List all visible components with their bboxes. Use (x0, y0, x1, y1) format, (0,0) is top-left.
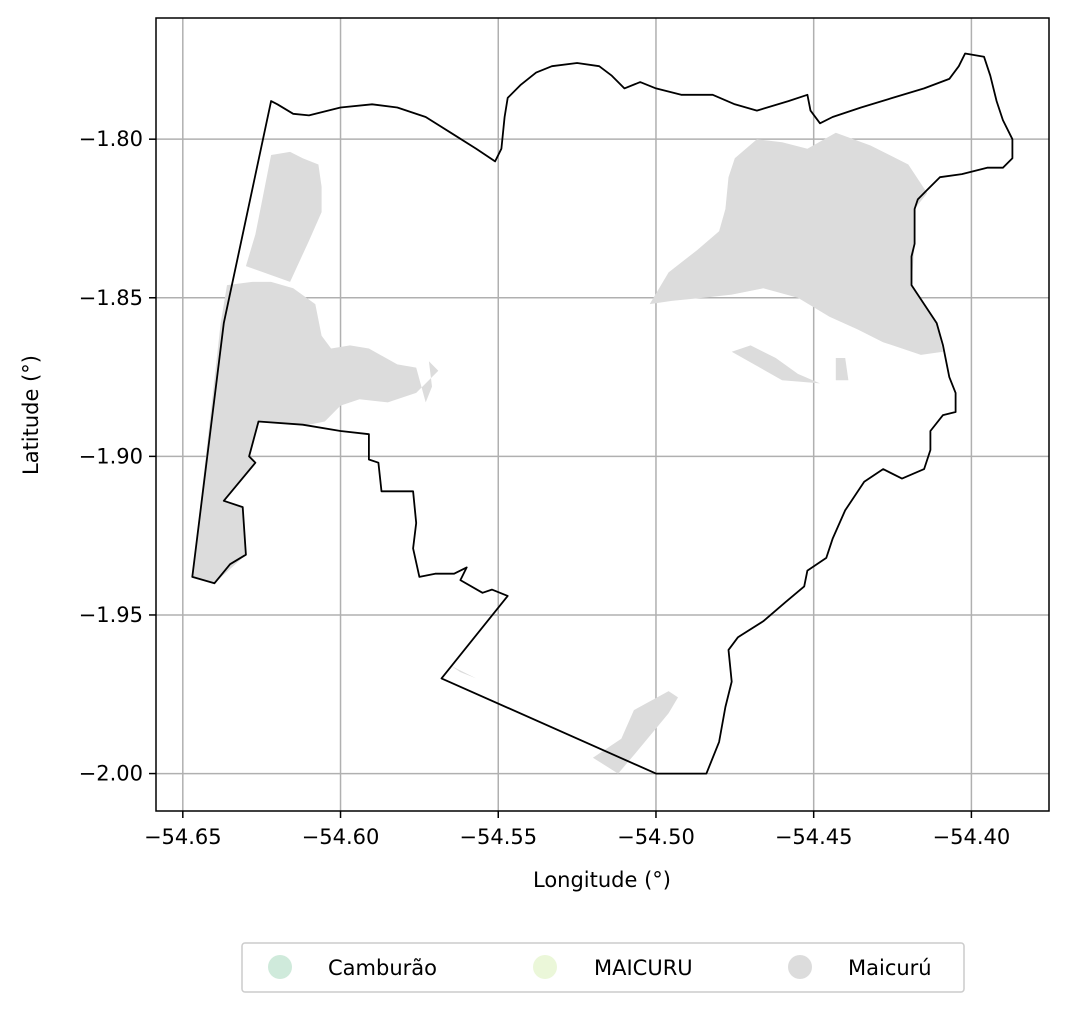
x-tick-label: −54.40 (933, 825, 1011, 849)
y-tick-label: −1.95 (79, 603, 143, 627)
plot-frame (155, 17, 1050, 812)
x-tick-label: −54.50 (617, 825, 695, 849)
x-tick-label: −54.60 (302, 825, 380, 849)
y-tick-label: −1.90 (79, 444, 143, 468)
y-tick-label: −1.80 (79, 127, 143, 151)
y-tick-label: −2.00 (79, 762, 143, 786)
y-axis-title: Latitude (°) (19, 355, 43, 475)
legend-label-maicuru-upper: MAICURU (594, 956, 693, 980)
municipality-boundary (191, 52, 1014, 775)
maicuru-patch (731, 345, 820, 384)
y-tick-label: −1.85 (79, 286, 143, 310)
y-axis-ticks: −1.80 −1.85 −1.90 −1.95 −2.00 (79, 127, 156, 786)
maicuru-patch (245, 151, 322, 282)
x-axis-title: Longitude (°) (533, 868, 671, 892)
legend-label-maicuru: Maicurú (848, 956, 932, 980)
legend-swatch-maicuru-upper (533, 955, 557, 979)
legend: Camburão MAICURU Maicurú (241, 942, 965, 993)
maicuru-patch (592, 691, 678, 774)
x-tick-label: −54.65 (144, 825, 222, 849)
legend-label-camburao: Camburão (328, 956, 437, 980)
grid-lines (156, 18, 1049, 811)
x-axis-ticks: −54.65 −54.60 −54.55 −54.50 −54.45 −54.40 (144, 811, 1010, 849)
boundary-line (191, 52, 1014, 775)
maicuru-patches (192, 132, 943, 774)
maicuru-patch (649, 132, 943, 355)
maicuru-patch (835, 358, 849, 381)
legend-swatch-camburao (268, 955, 292, 979)
x-tick-label: −54.55 (459, 825, 537, 849)
maicuru-patch (192, 281, 439, 584)
legend-frame (241, 942, 965, 993)
maicuru-patch (450, 665, 477, 679)
legend-swatch-maicuru (788, 955, 812, 979)
x-tick-label: −54.45 (775, 825, 853, 849)
